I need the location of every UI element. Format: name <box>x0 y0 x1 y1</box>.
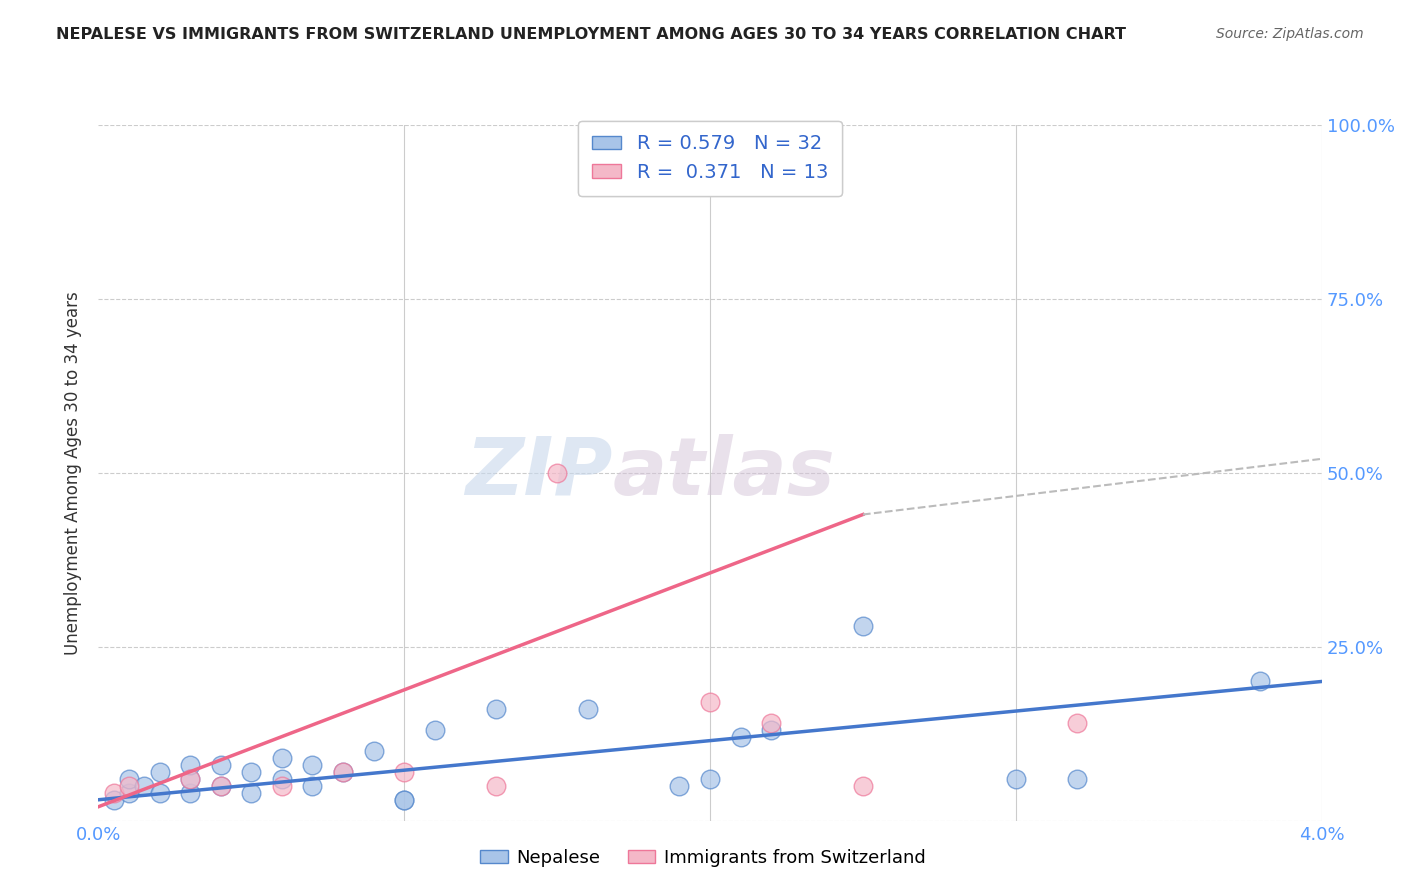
Legend: R = 0.579   N = 32, R =  0.371   N = 13: R = 0.579 N = 32, R = 0.371 N = 13 <box>578 120 842 195</box>
Point <box>270 751 294 765</box>
Point <box>209 758 232 772</box>
Point <box>179 772 201 786</box>
Text: Source: ZipAtlas.com: Source: ZipAtlas.com <box>1216 27 1364 41</box>
Point <box>730 730 752 744</box>
Point <box>179 758 201 772</box>
Point <box>103 786 125 800</box>
Point <box>699 695 721 709</box>
Point <box>699 772 721 786</box>
Point <box>546 466 568 480</box>
Point <box>179 772 201 786</box>
Point <box>240 786 263 800</box>
Point <box>363 744 385 758</box>
Point <box>759 716 782 731</box>
Point <box>118 786 141 800</box>
Text: atlas: atlas <box>612 434 835 512</box>
Point <box>209 779 232 793</box>
Point <box>423 723 446 738</box>
Point <box>852 619 875 633</box>
Point <box>485 779 508 793</box>
Point <box>240 764 263 779</box>
Point <box>485 702 508 716</box>
Point <box>209 779 232 793</box>
Point <box>118 772 141 786</box>
Point <box>668 779 690 793</box>
Point <box>576 702 599 716</box>
Point <box>149 764 172 779</box>
Point <box>149 786 172 800</box>
Point <box>270 772 294 786</box>
Point <box>1249 674 1271 689</box>
Point <box>103 793 125 807</box>
Point <box>332 764 354 779</box>
Y-axis label: Unemployment Among Ages 30 to 34 years: Unemployment Among Ages 30 to 34 years <box>65 291 83 655</box>
Point <box>1066 772 1088 786</box>
Point <box>332 764 354 779</box>
Point <box>392 793 416 807</box>
Point <box>1004 772 1026 786</box>
Legend: Nepalese, Immigrants from Switzerland: Nepalese, Immigrants from Switzerland <box>474 842 932 874</box>
Point <box>759 723 782 738</box>
Point <box>301 779 323 793</box>
Text: NEPALESE VS IMMIGRANTS FROM SWITZERLAND UNEMPLOYMENT AMONG AGES 30 TO 34 YEARS C: NEPALESE VS IMMIGRANTS FROM SWITZERLAND … <box>56 27 1126 42</box>
Point <box>392 793 416 807</box>
Point <box>852 779 875 793</box>
Point <box>301 758 323 772</box>
Point <box>118 779 141 793</box>
Point <box>270 779 294 793</box>
Point <box>179 786 201 800</box>
Text: ZIP: ZIP <box>465 434 612 512</box>
Point <box>392 764 416 779</box>
Point <box>1066 716 1088 731</box>
Point <box>134 779 156 793</box>
